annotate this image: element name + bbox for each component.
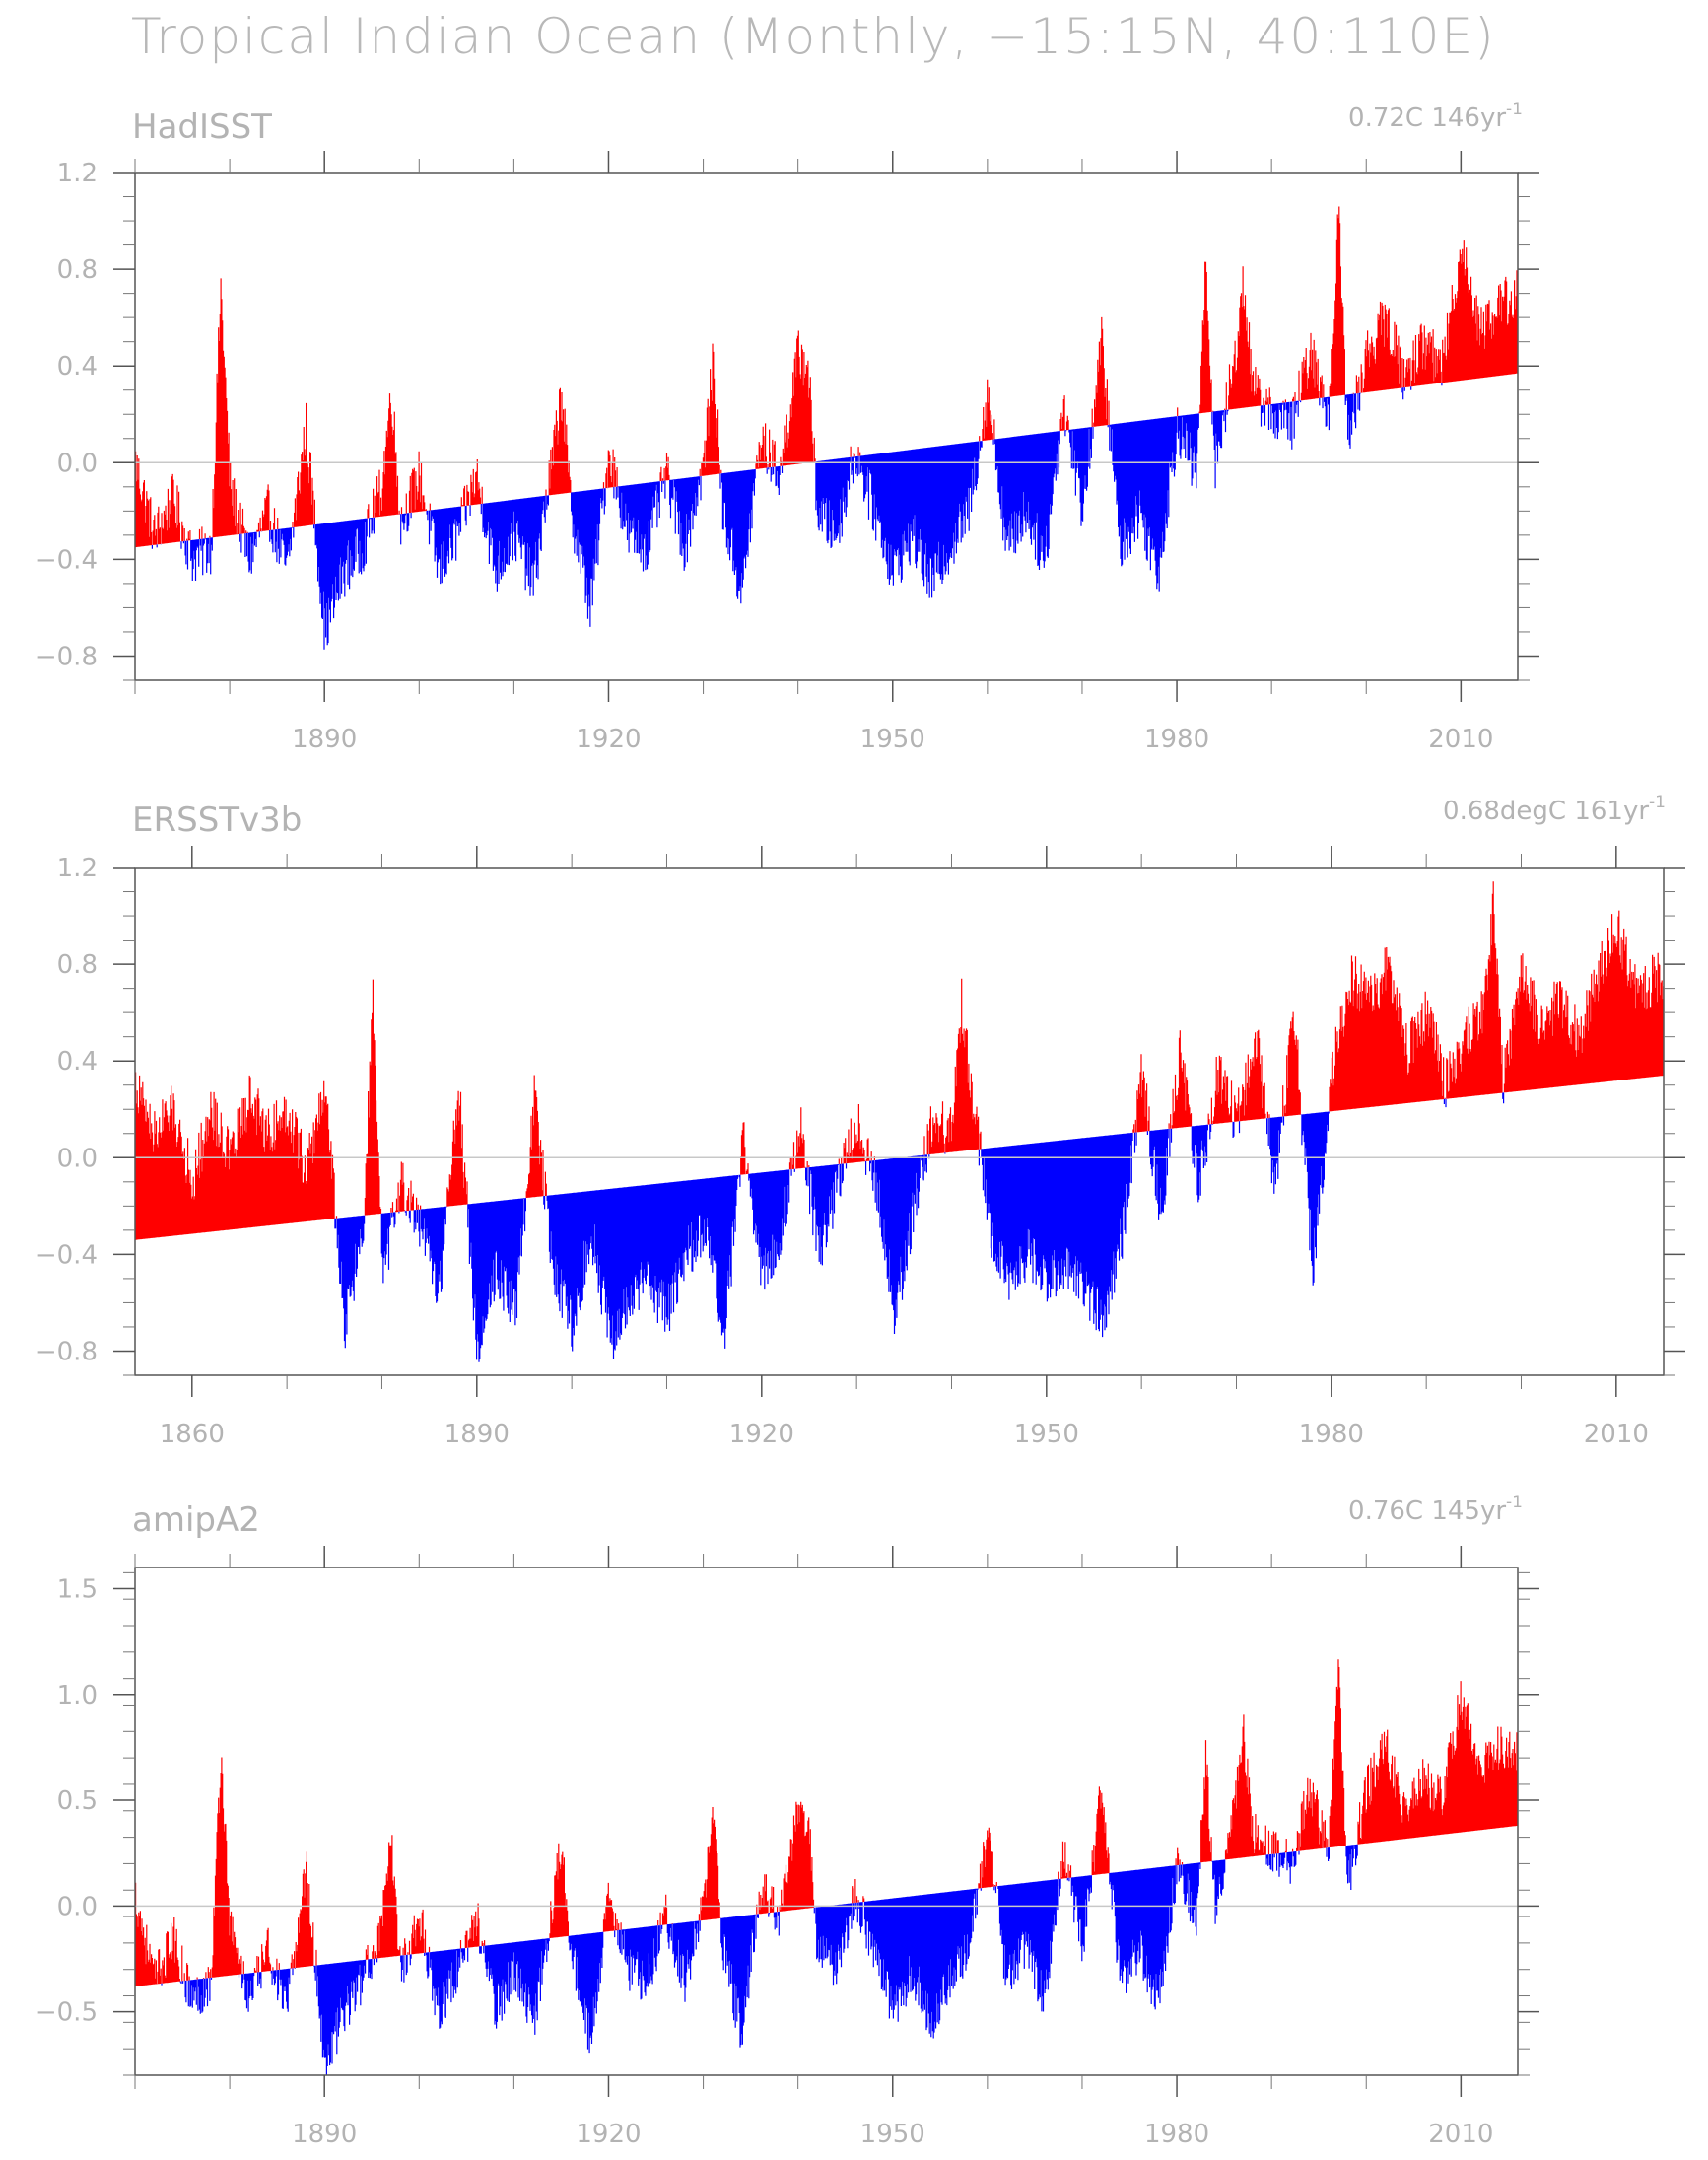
- y-tick-label: −0.5: [35, 1998, 98, 2028]
- negative-anomaly-bars: [161, 1844, 1358, 2075]
- y-tick-label: 0.5: [57, 1786, 98, 1816]
- x-tick-label: 1980: [1144, 725, 1209, 754]
- plot-frame: [134, 867, 1665, 1376]
- positive-anomaly-bars: [135, 206, 1518, 548]
- page-title: Tropical Indian Ocean (Monthly, −15:15N,…: [131, 8, 1496, 65]
- negative-anomaly-bars: [334, 1092, 1505, 1362]
- y-tick-label: 0.0: [57, 1144, 98, 1173]
- x-tick-label: 1860: [160, 1420, 225, 1449]
- x-tick-label: 1950: [860, 725, 925, 754]
- x-tick-label: 2010: [1584, 1420, 1649, 1449]
- positive-anomaly-bars: [135, 881, 1664, 1240]
- x-tick-label: 2010: [1428, 2120, 1493, 2149]
- x-tick-label: 1980: [1299, 1420, 1364, 1449]
- y-tick-label: 0.0: [57, 449, 98, 478]
- panel-title: HadISST: [132, 107, 272, 147]
- y-tick-label: 0.0: [57, 1892, 98, 1921]
- panel-trend-label: 0.68degC 161yr-1: [1443, 793, 1666, 826]
- y-tick-label: 0.8: [57, 255, 98, 285]
- panel-title: ERSSTv3b: [132, 801, 302, 840]
- panel-trend-label: 0.76C 145yr-1: [1348, 1493, 1523, 1526]
- x-tick-label: 1950: [860, 2120, 925, 2149]
- data-bars: [135, 1659, 1518, 2075]
- x-tick-label: 1920: [576, 725, 641, 754]
- x-tick-label: 1920: [576, 2120, 641, 2149]
- x-tick-label: 1890: [292, 2120, 357, 2149]
- y-tick-label: 0.4: [57, 1047, 98, 1077]
- panel-title: amipA2: [132, 1500, 260, 1540]
- negative-anomaly-bars: [151, 383, 1443, 650]
- x-tick-label: 1890: [292, 725, 357, 754]
- y-tick-label: 0.8: [57, 950, 98, 980]
- data-bars: [135, 206, 1518, 650]
- x-tick-label: 1980: [1144, 2120, 1209, 2149]
- positive-anomaly-bars: [135, 1659, 1518, 1986]
- x-tick-label: 1890: [444, 1420, 510, 1449]
- y-tick-label: −0.8: [35, 1337, 98, 1366]
- chart-panel-2: ERSSTv3b 0.68degC 161yr-1 −0.8 −0.4 0.0 0.4 0.…: [35, 793, 1685, 1449]
- x-tick-label: 1920: [729, 1420, 794, 1449]
- y-tick-label: 1.2: [57, 159, 98, 188]
- data-bars: [135, 881, 1664, 1362]
- y-tick-label: −0.4: [35, 1240, 98, 1270]
- chart-panel-3: amipA2 0.76C 145yr-1 −0.5 0.0 0.5 1.0 1.5 1890 1…: [35, 1493, 1539, 2149]
- y-tick-label: −0.8: [35, 642, 98, 671]
- y-tick-label: 0.4: [57, 352, 98, 382]
- chart-panel-1: HadISST 0.72C 146yr-1 −0.8 −0.4 0.0 0.4 0.8 1.2…: [35, 100, 1539, 754]
- y-tick-label: 1.5: [57, 1574, 98, 1604]
- panel-trend-label: 0.72C 146yr-1: [1348, 100, 1523, 133]
- x-tick-label: 2010: [1428, 725, 1493, 754]
- plot-frame: [134, 1567, 1519, 2076]
- plot-frame: [134, 172, 1519, 681]
- y-tick-label: −0.4: [35, 545, 98, 575]
- y-tick-label: 1.0: [57, 1681, 98, 1710]
- y-tick-label: 1.2: [57, 854, 98, 883]
- x-tick-label: 1950: [1014, 1420, 1079, 1449]
